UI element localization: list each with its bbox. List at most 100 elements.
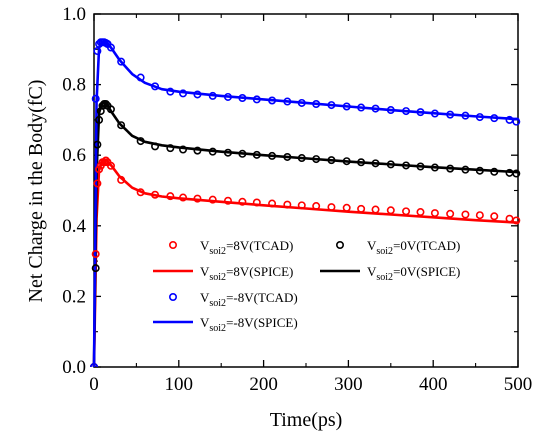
data-point xyxy=(357,158,366,167)
data-point xyxy=(475,166,484,175)
data-point xyxy=(342,102,351,111)
x-tick-label: 100 xyxy=(165,374,194,395)
data-point xyxy=(283,200,292,209)
data-point xyxy=(252,150,261,159)
data-point xyxy=(151,190,160,199)
legend-entry: Vsoi2=0V(TCAD) xyxy=(335,238,460,257)
data-point xyxy=(312,202,321,211)
data-point xyxy=(179,145,188,154)
legend-marker-swatch xyxy=(335,241,344,250)
data-point xyxy=(117,57,126,66)
data-point xyxy=(93,140,102,149)
x-tick-label: 200 xyxy=(249,374,278,395)
data-point xyxy=(430,163,439,172)
data-point xyxy=(446,209,455,218)
data-point xyxy=(151,82,160,91)
data-point xyxy=(106,161,115,170)
legend-label: Vsoi2=8V(SPICE) xyxy=(200,264,293,283)
data-point xyxy=(402,207,411,216)
data-point xyxy=(166,144,175,153)
y-tick-label: 0.6 xyxy=(62,145,86,166)
y-tick-label: 1.0 xyxy=(62,4,86,25)
legend-entry: Vsoi2=8V(SPICE) xyxy=(153,264,293,283)
data-point xyxy=(357,103,366,112)
data-point xyxy=(93,47,102,56)
legend-label: Vsoi2=8V(TCAD) xyxy=(200,238,293,257)
data-point xyxy=(402,161,411,170)
data-point xyxy=(297,154,306,163)
data-point xyxy=(193,90,202,99)
legend-label: Vsoi2=-8V(TCAD) xyxy=(200,290,298,309)
data-point xyxy=(223,196,232,205)
data-point xyxy=(208,147,217,156)
legend-marker-swatch xyxy=(169,241,178,250)
data-point xyxy=(297,201,306,210)
data-point xyxy=(193,146,202,155)
legend-label: Vsoi2=0V(TCAD) xyxy=(367,238,460,257)
data-point xyxy=(475,211,484,220)
data-point xyxy=(357,204,366,213)
data-point xyxy=(223,148,232,157)
data-point xyxy=(475,113,484,122)
data-point xyxy=(312,155,321,164)
data-point xyxy=(95,115,104,124)
data-point xyxy=(342,203,351,212)
data-point xyxy=(386,106,395,115)
data-point xyxy=(136,137,145,146)
data-point xyxy=(179,193,188,202)
data-point xyxy=(268,151,277,160)
x-tick-label: 300 xyxy=(334,374,363,395)
x-tick-label: 0 xyxy=(89,374,99,395)
legend: Vsoi2=8V(TCAD) Vsoi2=0V(TCAD) Vsoi2=8V(SPI… xyxy=(150,229,486,334)
series-line xyxy=(92,158,520,367)
data-point xyxy=(416,162,425,171)
legend-entry: Vsoi2=-8V(SPICE) xyxy=(153,315,298,334)
legend-box xyxy=(150,229,486,333)
x-axis-title: Time(ps) xyxy=(270,409,343,431)
data-point xyxy=(371,104,380,113)
legend-entry: Vsoi2=0V(SPICE) xyxy=(320,264,460,283)
data-point xyxy=(100,158,109,167)
data-point xyxy=(327,203,336,212)
data-point xyxy=(490,212,499,221)
data-point xyxy=(268,199,277,208)
legend-marker-swatch xyxy=(169,292,178,301)
y-tick-label: 0.0 xyxy=(62,357,86,378)
data-point xyxy=(430,209,439,218)
data-point xyxy=(151,142,160,151)
data-point xyxy=(91,94,100,103)
data-point xyxy=(490,114,499,123)
data-point xyxy=(268,96,277,105)
data-point xyxy=(179,89,188,98)
series-v-soi2-0v-tcad xyxy=(90,100,521,367)
data-point xyxy=(342,157,351,166)
data-point xyxy=(106,105,115,114)
data-point xyxy=(166,87,175,96)
data-point xyxy=(166,192,175,201)
data-point xyxy=(371,159,380,168)
data-point xyxy=(101,156,110,165)
data-point xyxy=(252,95,261,104)
data-point xyxy=(223,92,232,101)
x-tick-label: 400 xyxy=(419,374,448,395)
data-point xyxy=(106,43,115,52)
data-point xyxy=(461,210,470,219)
data-point xyxy=(283,97,292,106)
legend-entry: Vsoi2=-8V(TCAD) xyxy=(169,290,298,309)
data-point xyxy=(136,73,145,82)
x-axis-tick-labels: 0 100 200 300 400 500 xyxy=(89,374,532,395)
data-point xyxy=(461,165,470,174)
data-point xyxy=(238,197,247,206)
data-point xyxy=(91,250,100,259)
data-point xyxy=(512,117,521,126)
series-layer xyxy=(90,38,521,367)
data-point xyxy=(283,152,292,161)
series-v-soi2-8v-tcad xyxy=(90,38,521,367)
data-point xyxy=(252,198,261,207)
data-point xyxy=(446,110,455,119)
data-point xyxy=(208,195,217,204)
data-point xyxy=(430,109,439,118)
x-axis-ticks xyxy=(93,14,519,367)
data-point xyxy=(193,194,202,203)
